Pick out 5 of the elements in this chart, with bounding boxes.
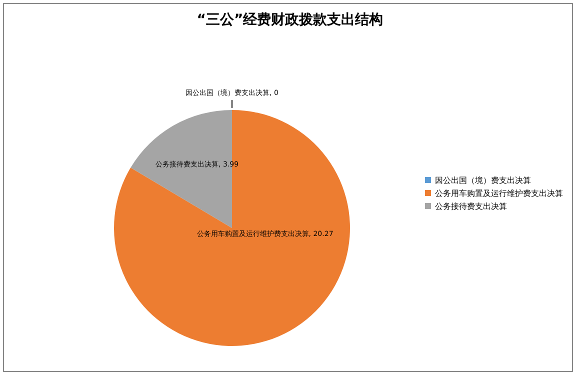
- chart-title: “三公”经费财政拨款支出结构: [196, 12, 384, 28]
- pie-slice: [114, 110, 350, 346]
- legend-label: 因公出国（境）费支出决算: [435, 176, 531, 185]
- legend-label: 公务接待费支出决算: [435, 202, 507, 211]
- legend-label: 公务用车购置及运行维护费支出决算: [435, 189, 563, 198]
